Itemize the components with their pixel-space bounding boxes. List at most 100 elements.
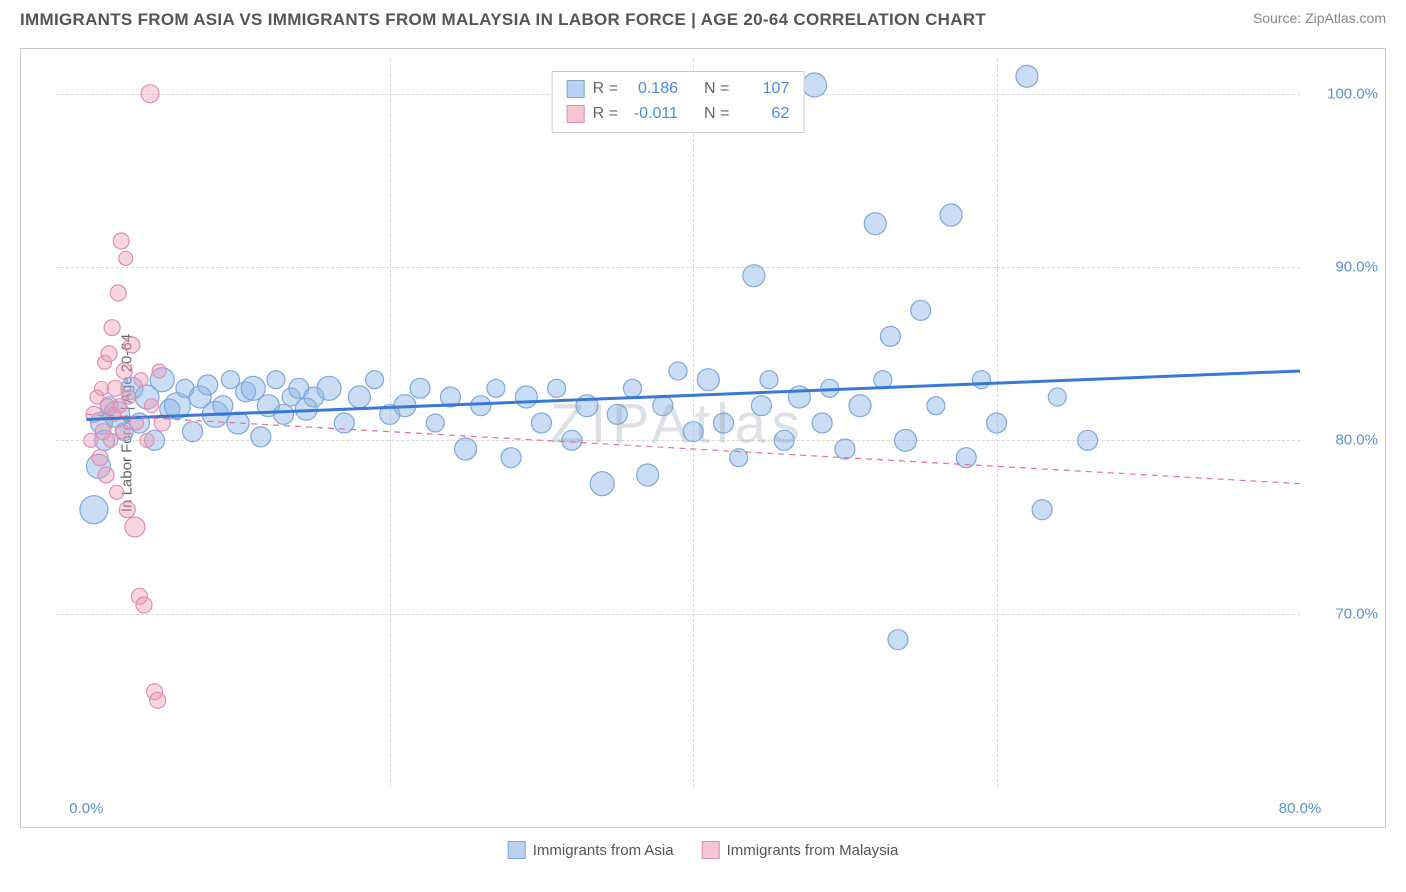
data-point	[864, 213, 886, 235]
data-point	[124, 337, 140, 353]
data-point	[1078, 430, 1098, 450]
data-point	[623, 379, 641, 397]
data-point	[119, 251, 133, 265]
data-point	[1048, 388, 1066, 406]
legend-label-malaysia: Immigrants from Malaysia	[727, 842, 899, 859]
data-point	[487, 379, 505, 397]
data-point	[152, 364, 166, 378]
data-point	[274, 404, 294, 424]
data-point	[751, 396, 771, 416]
data-point	[455, 438, 477, 460]
r-value-malaysia: -0.011	[626, 102, 678, 127]
data-point	[145, 399, 159, 413]
chart-title: IMMIGRANTS FROM ASIA VS IMMIGRANTS FROM …	[20, 10, 986, 30]
data-point	[972, 371, 990, 389]
data-point	[743, 265, 765, 287]
stats-row-malaysia: R = -0.011 N = 62	[567, 102, 790, 127]
source-attribution: Source: ZipAtlas.com	[1253, 10, 1386, 26]
data-point	[317, 376, 341, 400]
plot-area: In Labor Force | Age 20-64 ZIPAtlas R = …	[56, 59, 1300, 787]
data-point	[880, 326, 900, 346]
r-label: R =	[593, 102, 618, 127]
data-point	[221, 371, 239, 389]
data-point	[940, 204, 962, 226]
legend-item-asia: Immigrants from Asia	[508, 841, 674, 859]
data-point	[1032, 500, 1052, 520]
data-point	[183, 422, 203, 442]
data-point	[92, 450, 108, 466]
data-point	[104, 320, 120, 336]
data-point	[122, 390, 136, 404]
legend-label-asia: Immigrants from Asia	[533, 842, 674, 859]
data-point	[119, 502, 135, 518]
swatch-asia-icon	[508, 841, 526, 859]
data-point	[590, 472, 614, 496]
data-point	[251, 427, 271, 447]
y-tick-label: 80.0%	[1335, 432, 1378, 449]
data-point	[669, 362, 687, 380]
data-point	[760, 371, 778, 389]
data-point	[653, 396, 673, 416]
data-point	[150, 692, 166, 708]
data-point	[198, 375, 218, 395]
data-point	[136, 597, 152, 613]
n-value-malaysia: 62	[737, 102, 789, 127]
data-point	[637, 464, 659, 486]
data-point	[849, 395, 871, 417]
swatch-asia-icon	[567, 80, 585, 98]
data-point	[548, 379, 566, 397]
data-point	[110, 485, 124, 499]
data-point	[501, 448, 521, 468]
data-point	[607, 404, 627, 424]
data-point	[141, 85, 159, 103]
data-point	[348, 386, 370, 408]
y-tick-label: 90.0%	[1335, 259, 1378, 276]
data-point	[113, 233, 129, 249]
chart-container: In Labor Force | Age 20-64 ZIPAtlas R = …	[20, 48, 1386, 828]
data-point	[107, 380, 123, 396]
y-tick-label: 70.0%	[1335, 605, 1378, 622]
data-point	[774, 430, 794, 450]
swatch-malaysia-icon	[567, 105, 585, 123]
data-point	[80, 496, 108, 524]
data-point	[1016, 65, 1038, 87]
data-point	[95, 381, 109, 395]
data-point	[895, 429, 917, 451]
swatch-malaysia-icon	[702, 841, 720, 859]
data-point	[366, 371, 384, 389]
x-tick-label: 0.0%	[69, 800, 103, 817]
data-point	[98, 467, 114, 483]
data-point	[134, 373, 148, 387]
scatter-plot-svg	[56, 59, 1300, 787]
data-point	[562, 430, 582, 450]
data-point	[140, 433, 154, 447]
y-tick-label: 100.0%	[1327, 85, 1378, 102]
r-value-asia: 0.186	[626, 77, 678, 102]
data-point	[426, 414, 444, 432]
data-point	[515, 386, 537, 408]
data-point	[267, 371, 285, 389]
data-point	[911, 300, 931, 320]
data-point	[714, 413, 734, 433]
data-point	[888, 630, 908, 650]
data-point	[125, 517, 145, 537]
data-point	[101, 346, 117, 362]
n-label: N =	[704, 102, 729, 127]
data-point	[104, 433, 118, 447]
data-point	[803, 73, 827, 97]
data-point	[116, 425, 130, 439]
stats-row-asia: R = 0.186 N = 107	[567, 77, 790, 102]
data-point	[812, 413, 832, 433]
r-label: R =	[593, 77, 618, 102]
data-point	[471, 396, 491, 416]
stats-legend-box: R = 0.186 N = 107 R = -0.011 N = 62	[552, 71, 805, 133]
data-point	[835, 439, 855, 459]
data-point	[927, 397, 945, 415]
data-point	[410, 378, 430, 398]
x-tick-label: 80.0%	[1279, 800, 1322, 817]
n-value-asia: 107	[737, 77, 789, 102]
n-label: N =	[704, 77, 729, 102]
data-point	[987, 413, 1007, 433]
data-point	[697, 369, 719, 391]
data-point	[116, 363, 132, 379]
